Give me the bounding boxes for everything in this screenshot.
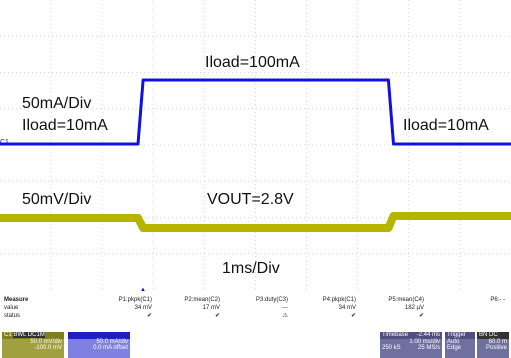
measure-status-row: status ✔ ✔ ⚠ ✔ ✔ <box>0 312 511 320</box>
param-value: --- <box>282 305 288 311</box>
trigger-mode: Auto <box>447 339 460 345</box>
param-name[interactable]: P3:duty(C3) <box>255 297 288 303</box>
measure-label: Measure <box>4 297 29 303</box>
param-name[interactable]: P4:pkpk(C1) <box>322 297 356 303</box>
param-name[interactable]: P5:mean(C4) <box>388 297 424 303</box>
trigger-title: Trigger <box>445 332 475 339</box>
trigger-box[interactable]: Trigger Auto Edge <box>445 332 475 358</box>
load-low-left-label: Iload=10mA <box>22 117 108 134</box>
param-name[interactable]: P1:pkpk(C1) <box>118 297 152 303</box>
trigger-type: Edge <box>447 345 462 351</box>
timebase-samples: 250 kS <box>382 345 401 351</box>
param-value: 17 mV <box>202 305 220 311</box>
graticule <box>0 0 511 290</box>
trigger-position-marker[interactable]: ▲ <box>140 287 146 293</box>
value-row-label: value <box>4 305 19 311</box>
c1-marker[interactable]: C1 <box>0 139 9 146</box>
param-name[interactable]: P2:mean(C2) <box>184 297 220 303</box>
status-warning-icon: ⚠ <box>282 313 288 319</box>
ch1-scale-label: 50mA/Div <box>22 95 92 112</box>
waveform-display <box>0 0 511 290</box>
trigger-source-box[interactable]: BN DC 60.0 m Positive <box>477 332 509 358</box>
measure-header-row: Measure P1:pkpk(C1) P2:mean(C2) P3:duty(… <box>0 296 511 304</box>
timebase-label: 1ms/Div <box>222 260 280 277</box>
status-check-icon: ✔ <box>350 313 356 319</box>
c1-descriptor-box[interactable]: C1 BWL DC1M 50.0 mV/div -100.0 mV <box>2 332 64 358</box>
ch2-voltage-trace <box>0 212 511 232</box>
timebase-delay: -2.44 ms <box>416 332 440 338</box>
trigger-source-tag: BN DC <box>477 332 509 339</box>
timebase-title: Timebase -2.44 ms <box>380 332 442 339</box>
measure-value-row: value 34 mV 17 mV --- 34 mV 182 µV <box>0 304 511 312</box>
c4-title <box>68 332 130 339</box>
status-check-icon: ✔ <box>214 313 220 319</box>
timebase-rate: 25 MS/s <box>417 345 440 351</box>
trigger-level: 60.0 m <box>488 339 507 345</box>
trigger-slope: Positive <box>485 345 507 351</box>
load-high-label: Iload=100mA <box>205 54 300 71</box>
c1-scale: 50.0 mV/div <box>30 339 62 345</box>
ch1-current-trace <box>0 78 511 146</box>
ch2-scale-label: 50mV/Div <box>22 191 92 208</box>
timebase-box[interactable]: Timebase -2.44 ms 1.00 ms/div 250 kS 25 M… <box>380 332 442 358</box>
c4-scale: 50.0 mA/div <box>96 339 128 345</box>
c1-title: C1 BWL DC1M <box>2 332 64 339</box>
channel-info-bar: C1 BWL DC1M 50.0 mV/div -100.0 mV 50.0 m… <box>0 332 511 358</box>
c4-offset: 0.0 mA offset <box>93 345 128 351</box>
vout-label: VOUT=2.8V <box>207 191 294 208</box>
status-row-label: status <box>4 313 21 319</box>
timebase-rate-line: 250 kS 25 MS/s <box>380 345 442 351</box>
c4-marker[interactable]: C4 <box>0 214 9 221</box>
c1-title-text: C1 <box>4 332 12 338</box>
c4-descriptor-box[interactable]: 50.0 mA/div 0.0 mA offset <box>68 332 130 358</box>
c1-tag: BWL DC1M <box>13 332 45 338</box>
param-value: 182 µV <box>404 305 424 311</box>
param-name[interactable]: P6:- - <box>490 297 505 303</box>
timebase-scale: 1.00 ms/div <box>409 339 440 345</box>
status-check-icon: ✔ <box>146 313 152 319</box>
param-value: 34 mV <box>134 305 152 311</box>
status-check-icon: ✔ <box>418 313 424 319</box>
c1-offset: -100.0 mV <box>34 345 62 351</box>
measure-table: Measure P1:pkpk(C1) P2:mean(C2) P3:duty(… <box>0 296 511 332</box>
param-value: 34 mV <box>338 305 356 311</box>
load-low-right-label: Iload=10mA <box>403 117 489 134</box>
timebase-title-text: Timebase <box>382 332 409 338</box>
